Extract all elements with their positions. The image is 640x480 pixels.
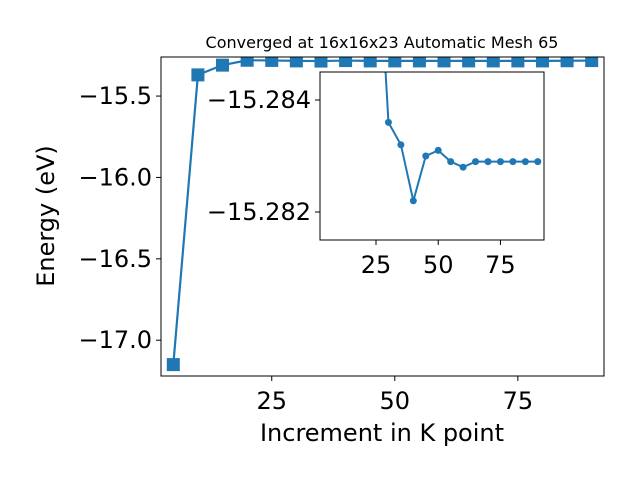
inset-background: [320, 72, 544, 240]
main-data-point: [511, 57, 525, 68]
main-data-point: [363, 57, 377, 68]
main-data-point: [388, 57, 402, 68]
inset-plot: 25 50 75 −15.284 −15.282: [207, 71, 545, 279]
main-x-tick-label: 50: [380, 387, 411, 415]
inset-data-point: [472, 158, 480, 166]
main-data-point: [216, 58, 230, 72]
main-frame: [160, 56, 605, 377]
main-data-point: [166, 358, 180, 372]
main-data-point: [314, 57, 328, 68]
y-axis-label: Energy (eV): [32, 145, 60, 287]
inset-data-point: [384, 118, 392, 126]
main-data-point: [437, 57, 451, 68]
main-data-point: [289, 57, 303, 68]
main-data-point: [339, 57, 353, 68]
main-data-point: [560, 57, 574, 68]
inset-data-point: [509, 158, 517, 166]
main-data-point: [191, 68, 205, 82]
inset-x-tick-label: 25: [361, 251, 392, 279]
inset-data-point: [422, 152, 430, 160]
inset-data-point: [397, 141, 405, 149]
main-y-tick-label: −16.0: [78, 163, 152, 191]
main-x-tick-label: 75: [503, 387, 534, 415]
inset-y-tick-label: −15.284: [207, 86, 311, 114]
main-data-point: [585, 57, 599, 68]
main-x-tick-label: 25: [256, 387, 287, 415]
inset-data-point: [521, 158, 529, 166]
x-axis-label: Increment in K point: [260, 419, 504, 447]
inset-frame: [319, 71, 545, 241]
main-data-point: [535, 57, 549, 68]
inset-x-tick-label: 75: [485, 251, 516, 279]
main-data-point: [486, 57, 500, 68]
inset-data-point: [409, 197, 417, 205]
inset-data-point: [447, 158, 455, 166]
main-data-point: [265, 57, 279, 67]
inset-y-tick-label: −15.282: [207, 198, 311, 226]
inset-data-point: [434, 146, 442, 154]
main-data-point: [462, 57, 476, 68]
inset-x-tick-label: 50: [423, 251, 454, 279]
inset-data-point: [496, 158, 504, 166]
main-y-tick-label: −17.0: [78, 326, 152, 354]
main-data-point: [240, 57, 254, 67]
main-y-tick-label: −15.5: [78, 82, 152, 110]
main-data-point: [412, 57, 426, 68]
inset-data-point: [484, 158, 492, 166]
inset-data-point: [534, 158, 542, 166]
main-y-tick-label: −16.5: [78, 245, 152, 273]
chart-title: Converged at 16x16x23 Automatic Mesh 65: [206, 33, 559, 52]
inset-data-point: [459, 163, 467, 171]
